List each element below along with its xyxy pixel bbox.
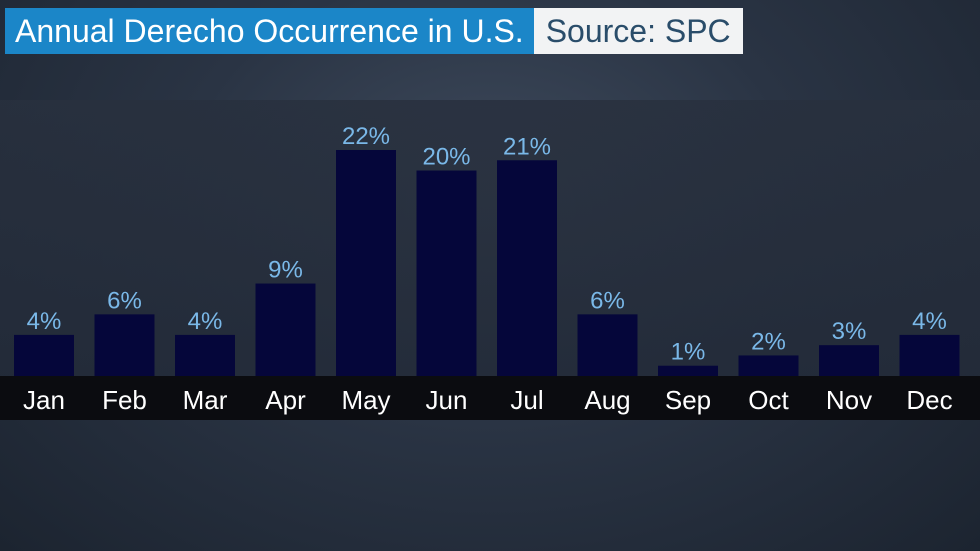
value-label-feb: 6% [107,287,142,314]
value-label-aug: 6% [590,287,625,314]
month-label-aug: Aug [584,385,630,415]
bar-mar [175,334,235,376]
value-label-mar: 4% [188,308,223,335]
chart-background-panel [0,100,980,420]
value-label-nov: 3% [832,318,867,345]
month-label-nov: Nov [826,385,872,415]
value-label-dec: 4% [912,308,947,335]
month-label-mar: Mar [183,385,228,415]
bar-jan [14,334,74,376]
chart-title: Annual Derecho Occurrence in U.S. [5,8,534,54]
month-label-jul: Jul [510,385,543,415]
month-label-apr: Apr [265,385,306,415]
value-label-apr: 9% [268,257,303,284]
bar-feb [94,314,155,376]
month-label-dec: Dec [906,385,952,415]
bar-dec [899,334,960,376]
bar-sep [658,365,718,376]
bar-oct [738,355,799,376]
header-banner: Annual Derecho Occurrence in U.S. Source… [5,8,743,54]
month-axis-strip [0,376,980,420]
month-label-may: May [341,385,390,415]
value-label-jun: 20% [422,144,470,171]
value-label-jan: 4% [27,308,62,335]
bar-aug [577,314,638,376]
bar-nov [819,345,879,376]
value-label-may: 22% [342,123,390,150]
bar-jul [497,160,557,376]
value-label-jul: 21% [503,133,551,160]
value-label-oct: 2% [751,328,786,355]
month-label-oct: Oct [748,385,789,415]
bar-apr [255,283,316,376]
bar-jun [416,170,477,376]
source-label: Source: SPC [533,8,743,54]
month-label-sep: Sep [665,385,711,415]
value-label-sep: 1% [671,339,706,366]
month-label-jun: Jun [426,385,468,415]
bar-may [336,150,396,376]
month-label-jan: Jan [23,385,65,415]
month-label-feb: Feb [102,385,147,415]
